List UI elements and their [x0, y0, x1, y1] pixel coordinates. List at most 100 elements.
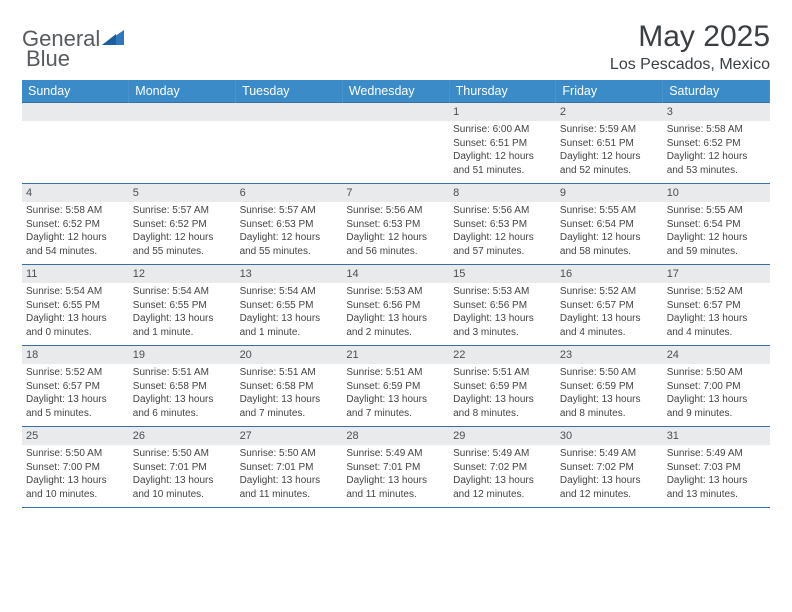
calendar-week: 4Sunrise: 5:58 AMSunset: 6:52 PMDaylight… [22, 184, 770, 265]
daylight-text: Daylight: 12 hours and 51 minutes. [453, 150, 552, 177]
daylight-text: Daylight: 12 hours and 58 minutes. [560, 231, 659, 258]
calendar-cell: 26Sunrise: 5:50 AMSunset: 7:01 PMDayligh… [129, 427, 236, 508]
sunset-text: Sunset: 7:01 PM [133, 461, 232, 475]
day-number: 6 [236, 184, 343, 202]
calendar-cell: 18Sunrise: 5:52 AMSunset: 6:57 PMDayligh… [22, 346, 129, 427]
cell-body: Sunrise: 5:57 AMSunset: 6:52 PMDaylight:… [129, 202, 236, 264]
day-number: 30 [556, 427, 663, 445]
sunrise-text: Sunrise: 5:50 AM [667, 366, 766, 380]
calendar-cell [342, 103, 449, 184]
cell-body: Sunrise: 5:51 AMSunset: 6:58 PMDaylight:… [129, 364, 236, 426]
sunset-text: Sunset: 6:56 PM [346, 299, 445, 313]
day-number: 8 [449, 184, 556, 202]
cell-body: Sunrise: 5:49 AMSunset: 7:01 PMDaylight:… [342, 445, 449, 507]
day-number: 26 [129, 427, 236, 445]
calendar-cell: 21Sunrise: 5:51 AMSunset: 6:59 PMDayligh… [342, 346, 449, 427]
day-number: 16 [556, 265, 663, 283]
cell-body: Sunrise: 5:52 AMSunset: 6:57 PMDaylight:… [22, 364, 129, 426]
col-thursday: Thursday [449, 80, 556, 103]
sunrise-text: Sunrise: 5:54 AM [133, 285, 232, 299]
day-number: 24 [663, 346, 770, 364]
sunset-text: Sunset: 6:57 PM [560, 299, 659, 313]
sunrise-text: Sunrise: 5:49 AM [453, 447, 552, 461]
daylight-text: Daylight: 13 hours and 7 minutes. [346, 393, 445, 420]
calendar-cell: 13Sunrise: 5:54 AMSunset: 6:55 PMDayligh… [236, 265, 343, 346]
cell-body: Sunrise: 5:53 AMSunset: 6:56 PMDaylight:… [449, 283, 556, 345]
cell-body [342, 121, 449, 181]
daylight-text: Daylight: 13 hours and 12 minutes. [560, 474, 659, 501]
sunset-text: Sunset: 6:56 PM [453, 299, 552, 313]
sunset-text: Sunset: 7:02 PM [560, 461, 659, 475]
sunrise-text: Sunrise: 5:51 AM [133, 366, 232, 380]
cell-body: Sunrise: 5:58 AMSunset: 6:52 PMDaylight:… [663, 121, 770, 183]
sunset-text: Sunset: 6:55 PM [133, 299, 232, 313]
sunrise-text: Sunrise: 5:49 AM [667, 447, 766, 461]
daylight-text: Daylight: 13 hours and 12 minutes. [453, 474, 552, 501]
sunset-text: Sunset: 6:53 PM [346, 218, 445, 232]
sunset-text: Sunset: 6:59 PM [346, 380, 445, 394]
day-number [129, 103, 236, 121]
sunset-text: Sunset: 7:01 PM [240, 461, 339, 475]
calendar-cell: 23Sunrise: 5:50 AMSunset: 6:59 PMDayligh… [556, 346, 663, 427]
day-number: 17 [663, 265, 770, 283]
sunset-text: Sunset: 6:52 PM [133, 218, 232, 232]
sunrise-text: Sunrise: 5:55 AM [667, 204, 766, 218]
sunset-text: Sunset: 7:00 PM [26, 461, 125, 475]
day-number [236, 103, 343, 121]
daylight-text: Daylight: 13 hours and 13 minutes. [667, 474, 766, 501]
calendar-cell: 31Sunrise: 5:49 AMSunset: 7:03 PMDayligh… [663, 427, 770, 508]
calendar-cell: 20Sunrise: 5:51 AMSunset: 6:58 PMDayligh… [236, 346, 343, 427]
cell-body: Sunrise: 5:50 AMSunset: 6:59 PMDaylight:… [556, 364, 663, 426]
month-title: May 2025 [610, 20, 770, 54]
calendar-cell: 6Sunrise: 5:57 AMSunset: 6:53 PMDaylight… [236, 184, 343, 265]
day-number [22, 103, 129, 121]
sunrise-text: Sunrise: 5:50 AM [240, 447, 339, 461]
calendar-cell: 10Sunrise: 5:55 AMSunset: 6:54 PMDayligh… [663, 184, 770, 265]
sunrise-text: Sunrise: 5:52 AM [667, 285, 766, 299]
day-number: 2 [556, 103, 663, 121]
daylight-text: Daylight: 13 hours and 10 minutes. [26, 474, 125, 501]
col-saturday: Saturday [663, 80, 770, 103]
day-number: 31 [663, 427, 770, 445]
calendar-cell: 3Sunrise: 5:58 AMSunset: 6:52 PMDaylight… [663, 103, 770, 184]
calendar-table: Sunday Monday Tuesday Wednesday Thursday… [22, 80, 770, 508]
cell-body: Sunrise: 5:50 AMSunset: 7:00 PMDaylight:… [663, 364, 770, 426]
col-sunday: Sunday [22, 80, 129, 103]
calendar-header-row: Sunday Monday Tuesday Wednesday Thursday… [22, 80, 770, 103]
daylight-text: Daylight: 13 hours and 9 minutes. [667, 393, 766, 420]
daylight-text: Daylight: 13 hours and 2 minutes. [346, 312, 445, 339]
sunrise-text: Sunrise: 5:49 AM [560, 447, 659, 461]
cell-body: Sunrise: 5:52 AMSunset: 6:57 PMDaylight:… [556, 283, 663, 345]
sunrise-text: Sunrise: 5:57 AM [133, 204, 232, 218]
col-friday: Friday [556, 80, 663, 103]
cell-body [129, 121, 236, 181]
sunrise-text: Sunrise: 5:59 AM [560, 123, 659, 137]
calendar-cell: 14Sunrise: 5:53 AMSunset: 6:56 PMDayligh… [342, 265, 449, 346]
day-number: 4 [22, 184, 129, 202]
sunrise-text: Sunrise: 5:54 AM [26, 285, 125, 299]
daylight-text: Daylight: 13 hours and 1 minute. [133, 312, 232, 339]
sunset-text: Sunset: 6:59 PM [560, 380, 659, 394]
daylight-text: Daylight: 12 hours and 57 minutes. [453, 231, 552, 258]
cell-body: Sunrise: 5:59 AMSunset: 6:51 PMDaylight:… [556, 121, 663, 183]
cell-body: Sunrise: 5:56 AMSunset: 6:53 PMDaylight:… [342, 202, 449, 264]
day-number: 18 [22, 346, 129, 364]
day-number [342, 103, 449, 121]
calendar-cell: 15Sunrise: 5:53 AMSunset: 6:56 PMDayligh… [449, 265, 556, 346]
day-number: 1 [449, 103, 556, 121]
cell-body: Sunrise: 5:50 AMSunset: 7:01 PMDaylight:… [236, 445, 343, 507]
col-tuesday: Tuesday [236, 80, 343, 103]
sunset-text: Sunset: 6:52 PM [667, 137, 766, 151]
sunrise-text: Sunrise: 5:50 AM [26, 447, 125, 461]
calendar-cell: 29Sunrise: 5:49 AMSunset: 7:02 PMDayligh… [449, 427, 556, 508]
cell-body: Sunrise: 5:52 AMSunset: 6:57 PMDaylight:… [663, 283, 770, 345]
sunrise-text: Sunrise: 5:57 AM [240, 204, 339, 218]
calendar-cell: 25Sunrise: 5:50 AMSunset: 7:00 PMDayligh… [22, 427, 129, 508]
calendar-cell: 5Sunrise: 5:57 AMSunset: 6:52 PMDaylight… [129, 184, 236, 265]
sunrise-text: Sunrise: 5:49 AM [346, 447, 445, 461]
sunrise-text: Sunrise: 5:51 AM [346, 366, 445, 380]
calendar-page: General May 2025 Los Pescados, Mexico Bl… [0, 0, 792, 518]
daylight-text: Daylight: 13 hours and 8 minutes. [560, 393, 659, 420]
header: General May 2025 Los Pescados, Mexico [22, 20, 770, 74]
daylight-text: Daylight: 13 hours and 1 minute. [240, 312, 339, 339]
